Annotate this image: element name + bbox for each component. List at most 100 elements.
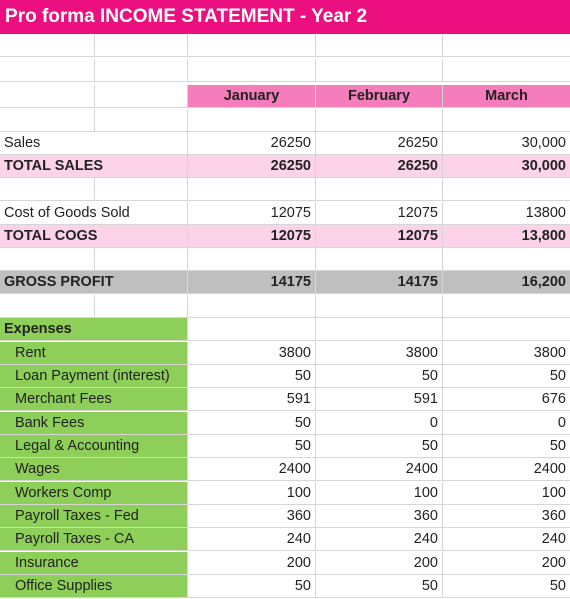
cell[interactable] — [95, 85, 188, 109]
expense-february[interactable]: 50 — [316, 435, 443, 459]
cell[interactable] — [316, 178, 443, 202]
cell[interactable] — [188, 318, 316, 342]
expense-january[interactable]: 50 — [188, 435, 316, 459]
sales-march[interactable]: 30,000 — [443, 132, 570, 156]
cogs-label[interactable]: Cost of Goods Sold — [0, 202, 188, 226]
cell[interactable] — [188, 248, 316, 272]
month-header-january[interactable]: January — [188, 85, 316, 109]
cell[interactable] — [95, 248, 188, 272]
expense-label[interactable]: Payroll Taxes - Fed — [0, 505, 188, 529]
total-cogs-label[interactable]: TOTAL COGS — [0, 225, 188, 249]
sales-january[interactable]: 26250 — [188, 132, 316, 156]
expense-february[interactable]: 360 — [316, 505, 443, 529]
cell[interactable] — [316, 295, 443, 319]
total-sales-january[interactable]: 26250 — [188, 155, 316, 179]
total-cogs-january[interactable]: 12075 — [188, 225, 316, 249]
expense-february[interactable]: 0 — [316, 411, 443, 435]
expense-january[interactable]: 50 — [188, 365, 316, 389]
cell[interactable] — [0, 59, 95, 83]
month-header-march[interactable]: March — [443, 85, 570, 109]
cell[interactable] — [443, 248, 570, 272]
cell[interactable] — [0, 34, 95, 58]
cell[interactable] — [0, 178, 95, 202]
cell[interactable] — [188, 34, 316, 58]
expense-label[interactable]: Loan Payment (interest) — [0, 365, 188, 389]
expense-label[interactable]: Legal & Accounting — [0, 435, 188, 459]
cogs-march[interactable]: 13800 — [443, 202, 570, 226]
gross-profit-label[interactable]: GROSS PROFIT — [0, 271, 188, 295]
cell[interactable] — [316, 109, 443, 133]
cell[interactable] — [188, 59, 316, 83]
expense-march[interactable]: 50 — [443, 435, 570, 459]
gross-profit-january[interactable]: 14175 — [188, 271, 316, 295]
total-sales-february[interactable]: 26250 — [316, 155, 443, 179]
expenses-label[interactable]: Expenses — [0, 318, 188, 342]
cogs-january[interactable]: 12075 — [188, 202, 316, 226]
expense-february[interactable]: 2400 — [316, 458, 443, 482]
cell[interactable] — [443, 109, 570, 133]
expense-january[interactable]: 360 — [188, 505, 316, 529]
month-header-february[interactable]: February — [316, 85, 443, 109]
expense-february[interactable]: 50 — [316, 575, 443, 599]
total-sales-march[interactable]: 30,000 — [443, 155, 570, 179]
expense-march[interactable]: 100 — [443, 482, 570, 505]
cell[interactable] — [443, 318, 570, 342]
expense-february[interactable]: 591 — [316, 388, 443, 412]
gross-profit-march[interactable]: 16,200 — [443, 271, 570, 295]
expense-january[interactable]: 591 — [188, 388, 316, 412]
cell[interactable] — [316, 59, 443, 83]
expense-january[interactable]: 100 — [188, 481, 316, 505]
expense-february[interactable]: 200 — [316, 551, 443, 575]
expense-march[interactable]: 200 — [443, 552, 570, 575]
total-sales-label[interactable]: TOTAL SALES — [0, 155, 188, 179]
expense-january[interactable]: 50 — [188, 411, 316, 435]
sales-label[interactable]: Sales — [0, 132, 188, 156]
expense-january[interactable]: 2400 — [188, 458, 316, 482]
expense-label[interactable]: Insurance — [0, 551, 188, 575]
expense-february[interactable]: 50 — [316, 365, 443, 389]
expense-march[interactable]: 676 — [443, 388, 570, 412]
expense-february[interactable]: 3800 — [316, 341, 443, 365]
expense-label[interactable]: Payroll Taxes - CA — [0, 528, 188, 552]
cell[interactable] — [316, 318, 443, 342]
sales-february[interactable]: 26250 — [316, 132, 443, 156]
cogs-february[interactable]: 12075 — [316, 202, 443, 226]
cell[interactable] — [0, 295, 95, 319]
cell[interactable] — [443, 59, 570, 83]
expense-label[interactable]: Wages — [0, 458, 188, 482]
expense-label[interactable]: Merchant Fees — [0, 388, 188, 412]
cell[interactable] — [0, 248, 95, 272]
expense-february[interactable]: 100 — [316, 481, 443, 505]
cell[interactable] — [316, 34, 443, 58]
expense-label[interactable]: Bank Fees — [0, 411, 188, 435]
cell[interactable] — [443, 295, 570, 319]
cell[interactable] — [188, 178, 316, 202]
expense-label[interactable]: Workers Comp — [0, 481, 188, 505]
cell[interactable] — [95, 178, 188, 202]
cell[interactable] — [95, 109, 188, 133]
cell[interactable] — [95, 59, 188, 83]
cell[interactable] — [443, 34, 570, 58]
expense-january[interactable]: 240 — [188, 528, 316, 552]
cell[interactable] — [95, 34, 188, 58]
expense-march[interactable]: 50 — [443, 365, 570, 389]
expense-march[interactable]: 0 — [443, 412, 570, 435]
expense-january[interactable]: 200 — [188, 551, 316, 575]
expense-february[interactable]: 240 — [316, 528, 443, 552]
cell[interactable] — [443, 178, 570, 202]
cell[interactable] — [316, 248, 443, 272]
expense-march[interactable]: 360 — [443, 505, 570, 529]
expense-march[interactable]: 50 — [443, 575, 570, 599]
expense-january[interactable]: 3800 — [188, 341, 316, 365]
expense-march[interactable]: 3800 — [443, 342, 570, 365]
cell[interactable] — [188, 295, 316, 319]
cell[interactable] — [0, 109, 95, 133]
expense-january[interactable]: 50 — [188, 575, 316, 599]
expense-march[interactable]: 240 — [443, 528, 570, 552]
expense-march[interactable]: 2400 — [443, 458, 570, 482]
cell[interactable] — [0, 85, 95, 109]
total-cogs-february[interactable]: 12075 — [316, 225, 443, 249]
cell[interactable] — [188, 109, 316, 133]
expense-label[interactable]: Office Supplies — [0, 575, 188, 599]
gross-profit-february[interactable]: 14175 — [316, 271, 443, 295]
